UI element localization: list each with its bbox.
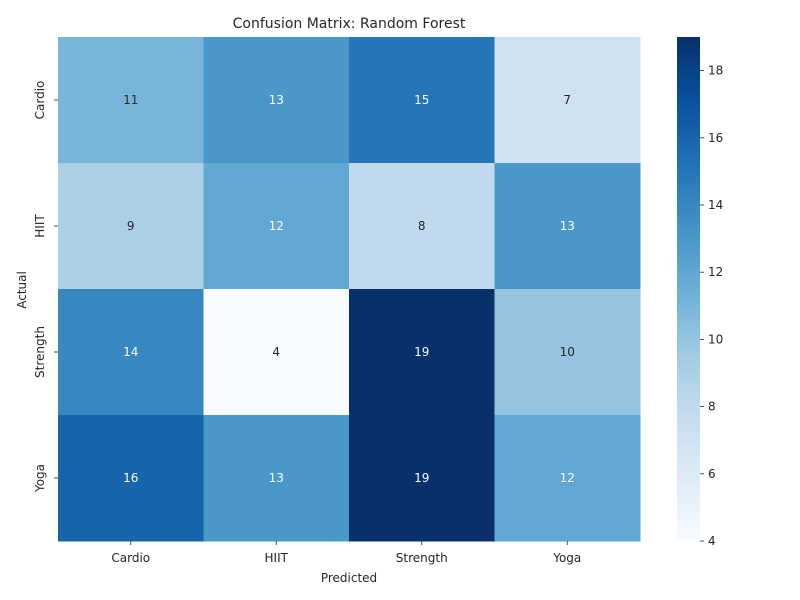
heatmap-cell [349, 289, 495, 416]
colorbar-tick-label: 14 [708, 198, 723, 212]
cell-value-label: 12 [560, 471, 575, 485]
cell-value-label: 11 [123, 93, 138, 107]
y-tick-label: Yoga [33, 464, 47, 493]
heatmap-cell-labels: 11 13 15 7 9 12 8 13 14 4 19 10 16 13 19 12 [123, 93, 575, 485]
cell-value-label: 13 [560, 219, 575, 233]
cell-value-label: 16 [123, 471, 138, 485]
heatmap-cell [58, 415, 204, 542]
colorbar-tick-label: 10 [708, 332, 723, 346]
y-tick-label: Cardio [33, 81, 47, 120]
heatmap-cell [203, 163, 350, 290]
colorbar-tick-label: 6 [708, 467, 716, 481]
cell-value-label: 13 [269, 93, 284, 107]
heatmap-cell [494, 289, 641, 416]
y-axis-ticks: Cardio HIIT Strength Yoga [33, 81, 58, 493]
cell-value-label: 9 [127, 219, 135, 233]
x-tick-label: HIIT [265, 551, 289, 565]
heatmap-cell [349, 415, 495, 542]
cell-value-label: 14 [123, 345, 138, 359]
y-axis-label: Actual [15, 271, 29, 309]
x-axis-ticks: Cardio HIIT Strength Yoga [111, 541, 581, 565]
chart-title: Confusion Matrix: Random Forest [233, 16, 466, 32]
heatmap-cells [58, 37, 641, 542]
cell-value-label: 8 [418, 219, 426, 233]
colorbar [677, 37, 700, 541]
heatmap-cell [58, 163, 204, 290]
colorbar-tick-label: 4 [708, 534, 716, 548]
colorbar-tick-label: 12 [708, 265, 723, 279]
cell-value-label: 13 [269, 471, 284, 485]
x-tick-label: Yoga [552, 551, 581, 565]
cell-value-label: 4 [272, 345, 280, 359]
heatmap-cell [203, 415, 350, 542]
colorbar-tick-label: 18 [708, 64, 723, 78]
cell-value-label: 12 [269, 219, 284, 233]
cell-value-label: 15 [414, 93, 429, 107]
heatmap-cell [58, 289, 204, 416]
heatmap-cell [349, 37, 495, 164]
heatmap-cell [203, 289, 350, 416]
heatmap-cell [494, 163, 641, 290]
cell-value-label: 19 [414, 471, 429, 485]
cell-value-label: 19 [414, 345, 429, 359]
y-tick-label: HIIT [33, 214, 47, 238]
x-tick-label: Strength [396, 551, 448, 565]
heatmap-cell [58, 37, 204, 164]
x-tick-label: Cardio [111, 551, 150, 565]
cell-value-label: 10 [560, 345, 575, 359]
y-tick-label: Strength [33, 326, 47, 378]
heatmap-cell [203, 37, 350, 164]
x-axis-label: Predicted [321, 571, 377, 585]
colorbar-tick-label: 8 [708, 400, 716, 414]
colorbar-tick-label: 16 [708, 131, 723, 145]
heatmap-cell [494, 37, 641, 164]
heatmap-cell [494, 415, 641, 542]
heatmap-cell [349, 163, 495, 290]
colorbar-ticks: 4 6 8 10 12 14 16 18 [700, 64, 723, 548]
cell-value-label: 7 [563, 93, 571, 107]
